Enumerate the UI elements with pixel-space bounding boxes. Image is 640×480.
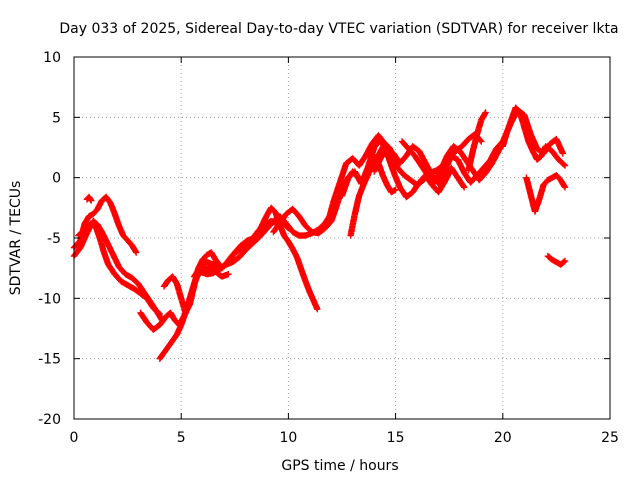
x-tick-label: 15 <box>387 430 405 446</box>
series-markers <box>250 204 321 313</box>
series-markers <box>523 172 569 215</box>
series-markers <box>499 104 569 169</box>
series-markers <box>371 138 506 187</box>
y-tick-label: -20 <box>38 412 61 428</box>
series-track-16 <box>499 104 569 169</box>
x-axis-label: GPS time / hours <box>281 458 398 474</box>
y-tick-label: -10 <box>38 291 61 307</box>
series-track-08 <box>250 204 321 313</box>
y-axis-label: SDTVAR / TECUs <box>8 181 24 296</box>
y-tick-label: -15 <box>38 352 61 368</box>
series-track-03 <box>75 220 163 318</box>
x-tick-label: 10 <box>279 430 297 446</box>
series-track-18 <box>544 252 569 268</box>
series-markers <box>465 109 489 174</box>
chart-title: Day 033 of 2025, Sidereal Day-to-day VTE… <box>59 21 618 37</box>
y-tick-label: -5 <box>47 231 61 247</box>
x-tick-label: 5 <box>177 430 186 446</box>
series-markers <box>544 252 569 268</box>
series-track-13 <box>371 138 506 187</box>
y-tick-label: 0 <box>52 171 61 187</box>
x-tick-label: 20 <box>494 430 512 446</box>
x-tick-label: 0 <box>70 430 79 446</box>
series-markers <box>75 220 163 318</box>
grid-lines <box>74 57 610 419</box>
y-tick-label: 10 <box>43 50 61 66</box>
y-tick-label: 5 <box>52 110 61 126</box>
series-track-15 <box>465 109 489 174</box>
x-tick-label: 25 <box>601 430 619 446</box>
axes: 0 5 10 15 20 25 -20 -15 -10 -5 0 5 10 <box>38 50 619 446</box>
series-markers <box>83 193 95 204</box>
plot-marks <box>70 104 569 362</box>
series-track-17 <box>523 172 569 215</box>
series-track-19 <box>83 193 95 204</box>
